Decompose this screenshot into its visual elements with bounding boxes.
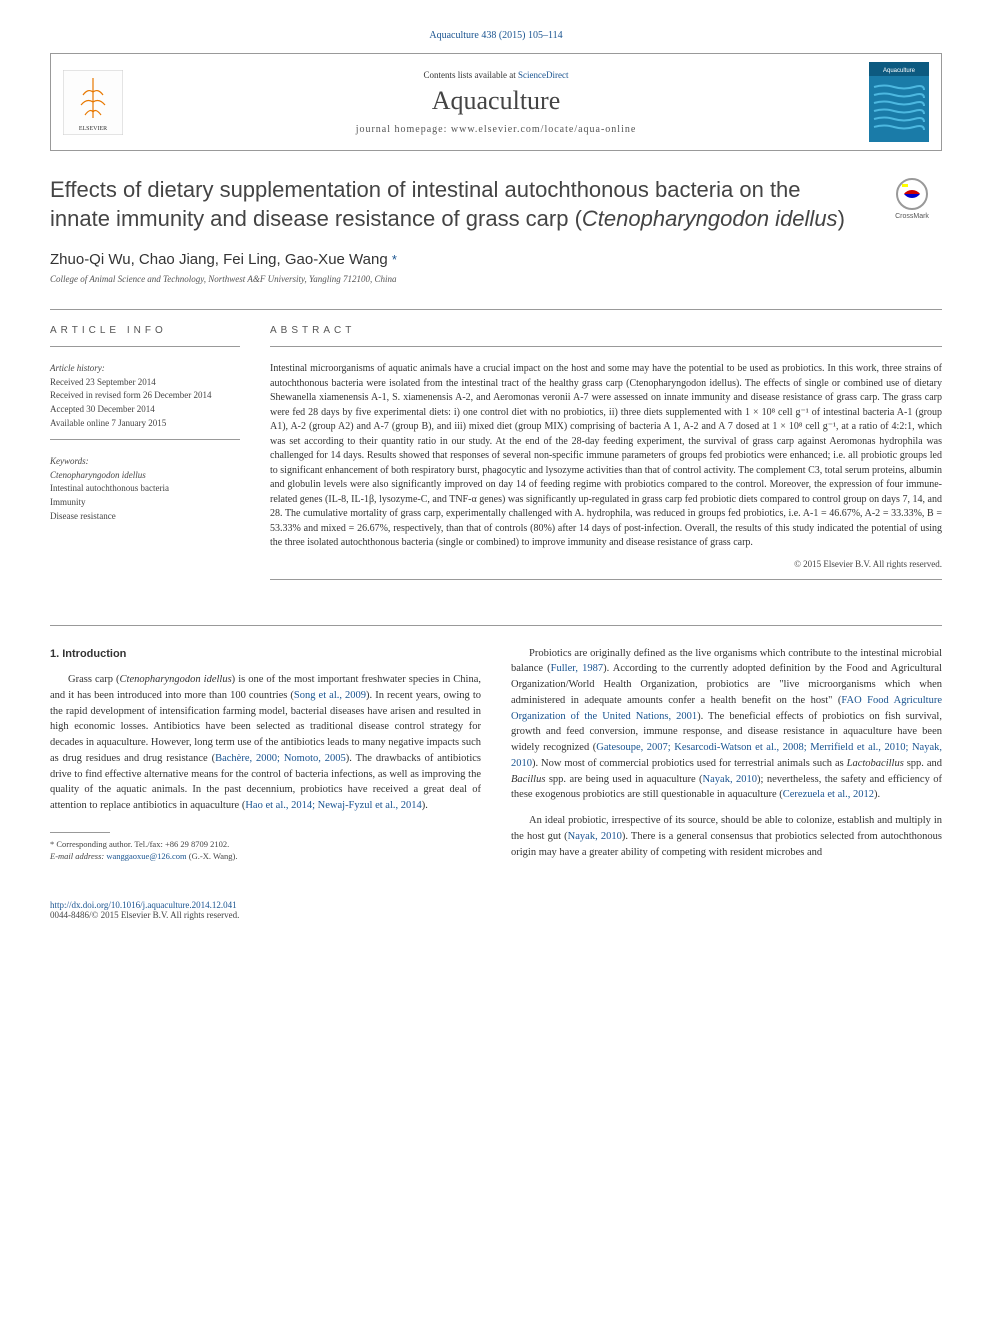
- affiliation: College of Animal Science and Technology…: [50, 274, 942, 284]
- genus-name: Lactobacillus: [847, 758, 904, 769]
- doi-link[interactable]: http://dx.doi.org/10.1016/j.aquaculture.…: [50, 900, 942, 910]
- keyword-1: Ctenopharyngodon idellus: [50, 469, 240, 482]
- column-right: Probiotics are originally defined as the…: [511, 646, 942, 871]
- crossmark-badge[interactable]: CrossMark: [882, 176, 942, 221]
- article-info-col: ARTICLE INFO Article history: Received 2…: [50, 325, 240, 595]
- keyword-4: Disease resistance: [50, 510, 240, 523]
- column-left: 1. Introduction Grass carp (Ctenopharyng…: [50, 646, 481, 871]
- history-received: Received 23 September 2014: [50, 376, 240, 389]
- ref-link[interactable]: Cerezuela et al., 2012: [783, 789, 874, 800]
- svg-text:Aquaculture: Aquaculture: [883, 68, 916, 74]
- email-link[interactable]: wanggaoxue@126.com: [106, 851, 186, 861]
- title-row: Effects of dietary supplementation of in…: [50, 176, 942, 233]
- corr-line: * Corresponding author. Tel./fax: +86 29…: [50, 839, 481, 851]
- ref-link[interactable]: Nayak, 2010: [568, 831, 622, 842]
- body-columns: 1. Introduction Grass carp (Ctenopharyng…: [50, 646, 942, 871]
- keywords-block: Keywords: Ctenopharyngodon idellus Intes…: [50, 455, 240, 522]
- footnote-block: * Corresponding author. Tel./fax: +86 29…: [50, 839, 481, 863]
- species-name: Ctenopharyngodon idellus: [120, 674, 232, 685]
- abstract-text: Intestinal microorganisms of aquatic ani…: [270, 362, 942, 551]
- journal-name: Aquaculture: [138, 86, 854, 116]
- history-accepted: Accepted 30 December 2014: [50, 403, 240, 416]
- footer: http://dx.doi.org/10.1016/j.aquaculture.…: [50, 900, 942, 920]
- ref-link[interactable]: Hao et al., 2014; Newaj-Fyzul et al., 20…: [245, 800, 421, 811]
- homepage-url[interactable]: www.elsevier.com/locate/aqua-online: [451, 124, 636, 135]
- email-author: (G.-X. Wang).: [187, 851, 238, 861]
- homepage-label: journal homepage:: [356, 124, 451, 135]
- col2-p1: Probiotics are originally defined as the…: [511, 646, 942, 804]
- elsevier-logo: ELSEVIER: [63, 70, 123, 135]
- info-heading: ARTICLE INFO: [50, 325, 240, 336]
- rule-keywords: [50, 439, 240, 440]
- history-block: Article history: Received 23 September 2…: [50, 362, 240, 429]
- authors-text: Zhuo-Qi Wu, Chao Jiang, Fei Ling, Gao-Xu…: [50, 251, 392, 268]
- abstract-heading: ABSTRACT: [270, 325, 942, 336]
- rule-abstract-bottom: [270, 579, 942, 580]
- ref-link[interactable]: Song et al., 2009: [294, 690, 366, 701]
- keyword-2: Intestinal autochthonous bacteria: [50, 482, 240, 495]
- ref-link[interactable]: Fuller, 1987: [551, 663, 603, 674]
- rule-top: [50, 309, 942, 310]
- title-species: Ctenopharyngodon idellus: [582, 206, 838, 231]
- abstract-col: ABSTRACT Intestinal microorganisms of aq…: [270, 325, 942, 595]
- article-title: Effects of dietary supplementation of in…: [50, 176, 862, 233]
- keywords-label: Keywords:: [50, 455, 240, 468]
- keyword-3: Immunity: [50, 496, 240, 509]
- sciencedirect-link[interactable]: ScienceDirect: [518, 70, 568, 80]
- corresponding-mark[interactable]: *: [392, 252, 397, 267]
- footnote-rule: [50, 832, 110, 833]
- rule-abstract: [270, 346, 942, 347]
- authors-line: Zhuo-Qi Wu, Chao Jiang, Fei Ling, Gao-Xu…: [50, 251, 942, 268]
- issn-copyright: 0044-8486/© 2015 Elsevier B.V. All right…: [50, 910, 942, 920]
- header-citation: Aquaculture 438 (2015) 105–114: [50, 30, 942, 41]
- email-label: E-mail address:: [50, 851, 106, 861]
- genus-name: Bacillus: [511, 774, 545, 785]
- email-line: E-mail address: wanggaoxue@126.com (G.-X…: [50, 851, 481, 863]
- ref-link[interactable]: Bachère, 2000; Nomoto, 2005: [215, 753, 346, 764]
- info-abstract-row: ARTICLE INFO Article history: Received 2…: [50, 325, 942, 595]
- corr-phone: +86 29 8709 2102.: [165, 839, 229, 849]
- journal-cover: Aquaculture: [869, 62, 929, 142]
- history-revised: Received in revised form 26 December 201…: [50, 389, 240, 402]
- svg-text:ELSEVIER: ELSEVIER: [79, 126, 107, 132]
- corr-label: * Corresponding author. Tel./fax:: [50, 839, 165, 849]
- rule-body: [50, 625, 942, 626]
- rule-info: [50, 346, 240, 347]
- contents-text: Contents lists available at: [424, 70, 518, 80]
- history-label: Article history:: [50, 362, 240, 375]
- homepage-line: journal homepage: www.elsevier.com/locat…: [138, 124, 854, 135]
- col1-p1: Grass carp (Ctenopharyngodon idellus) is…: [50, 672, 481, 814]
- ref-link[interactable]: Nayak, 2010: [703, 774, 757, 785]
- header-center: Contents lists available at ScienceDirec…: [138, 70, 854, 135]
- header-banner: ELSEVIER Contents lists available at Sci…: [50, 53, 942, 151]
- col2-p2: An ideal probiotic, irrespective of its …: [511, 813, 942, 860]
- title-text-2: ): [838, 206, 845, 231]
- intro-heading: 1. Introduction: [50, 646, 481, 663]
- svg-text:CrossMark: CrossMark: [895, 213, 929, 220]
- abstract-copyright: © 2015 Elsevier B.V. All rights reserved…: [270, 559, 942, 569]
- contents-available: Contents lists available at ScienceDirec…: [138, 70, 854, 80]
- history-online: Available online 7 January 2015: [50, 417, 240, 430]
